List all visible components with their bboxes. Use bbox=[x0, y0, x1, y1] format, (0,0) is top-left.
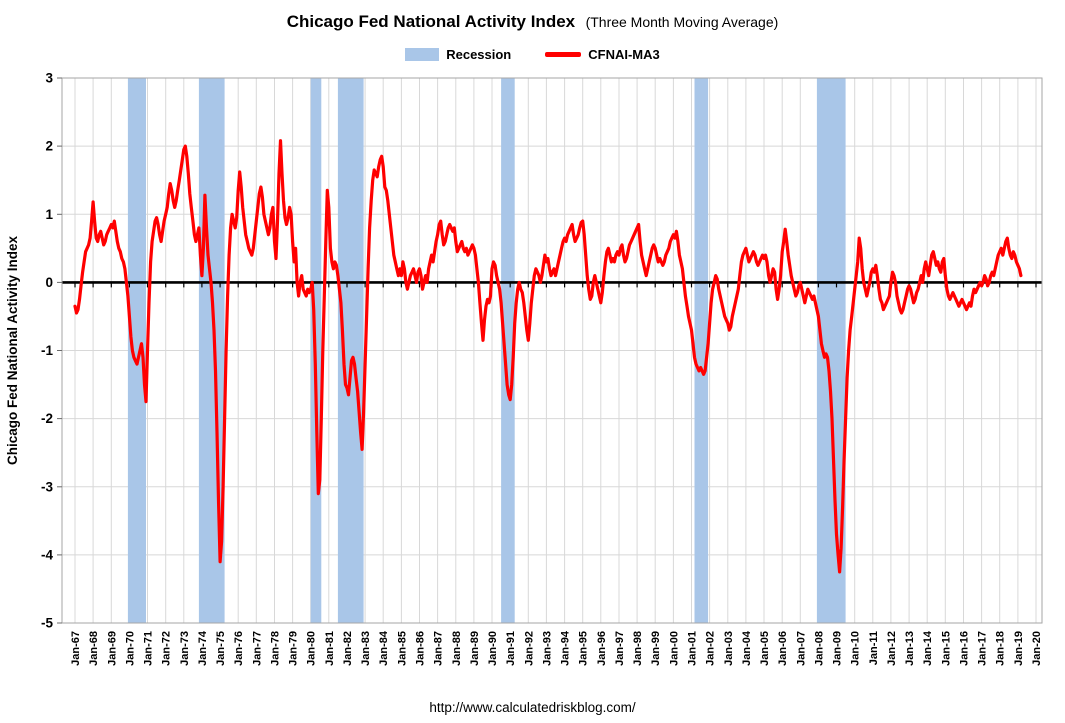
x-tick-label: Jan-92 bbox=[523, 631, 535, 666]
cfnai-ma3-line bbox=[73, 139, 1023, 574]
x-tick-label: Jan-01 bbox=[687, 631, 699, 666]
x-tick-label: Jan-81 bbox=[324, 631, 336, 666]
y-axis-title: Chicago Fed National Activity Index bbox=[5, 235, 20, 465]
x-tick-label: Jan-88 bbox=[451, 631, 463, 666]
y-tick-label: -3 bbox=[41, 479, 53, 494]
x-tick-label: Jan-10 bbox=[850, 631, 862, 666]
legend-item-recession: Recession bbox=[405, 47, 511, 62]
x-tick-label: Jan-79 bbox=[288, 631, 300, 666]
x-tick-label: Jan-84 bbox=[378, 630, 390, 666]
legend-label-recession: Recession bbox=[446, 46, 512, 62]
x-tick-label: Jan-82 bbox=[342, 631, 354, 666]
chart-legend: Recession CFNAI-MA3 bbox=[0, 44, 1065, 64]
x-tick-label: Jan-98 bbox=[632, 631, 644, 666]
x-tick-label: Jan-05 bbox=[759, 631, 771, 666]
x-tick-label: Jan-94 bbox=[560, 630, 572, 666]
x-tick-label: Jan-12 bbox=[886, 631, 898, 666]
x-tick-label: Jan-19 bbox=[1013, 631, 1025, 666]
y-tick-label: 0 bbox=[45, 275, 53, 290]
x-tick-label: Jan-75 bbox=[215, 631, 227, 666]
x-tick-label: Jan-71 bbox=[143, 631, 155, 666]
x-tick-label: Jan-11 bbox=[868, 631, 880, 665]
x-tick-label: Jan-93 bbox=[541, 631, 553, 666]
y-tick-label: -2 bbox=[41, 411, 53, 426]
x-tick-label: Jan-06 bbox=[777, 631, 789, 666]
chart-plot-area: 3 2 1 0 -1 -2 -3 -4 -5 Chicago Fed National Activ… bbox=[0, 66, 1065, 678]
x-tick-label: Jan-78 bbox=[270, 631, 282, 666]
y-tick-label: 2 bbox=[45, 139, 53, 154]
y-tick-label: -4 bbox=[41, 547, 53, 562]
x-tick-label: Jan-04 bbox=[741, 630, 753, 666]
cfnai-line-swatch bbox=[545, 51, 582, 57]
x-tick-label: Jan-86 bbox=[415, 631, 427, 666]
x-tick-label: Jan-16 bbox=[959, 631, 971, 666]
x-tick-label: Jan-87 bbox=[433, 631, 445, 666]
x-tick-label: Jan-80 bbox=[306, 631, 318, 666]
x-tick-label: Jan-77 bbox=[251, 631, 263, 666]
x-tick-label: Jan-72 bbox=[161, 631, 173, 666]
legend-label-cfnai: CFNAI-MA3 bbox=[588, 46, 660, 62]
x-tick-label: Jan-73 bbox=[179, 631, 191, 666]
recession-band bbox=[694, 78, 709, 623]
x-tick-label: Jan-09 bbox=[832, 631, 844, 666]
x-tick-label: Jan-13 bbox=[904, 631, 916, 666]
y-tick-label: 1 bbox=[45, 207, 53, 222]
x-tick-label: Jan-15 bbox=[940, 631, 952, 666]
x-tick-label: Jan-76 bbox=[233, 631, 245, 666]
x-tick-label: Jan-17 bbox=[977, 631, 989, 666]
x-tick-label: Jan-91 bbox=[505, 631, 517, 666]
y-tick-label: -1 bbox=[41, 343, 53, 358]
x-tick-label: Jan-90 bbox=[487, 631, 499, 666]
x-tick-label: Jan-74 bbox=[197, 630, 209, 666]
x-tick-label: Jan-85 bbox=[396, 631, 408, 666]
recession-band bbox=[501, 78, 515, 623]
y-tick-label: 3 bbox=[45, 71, 53, 86]
x-tick-label: Jan-07 bbox=[795, 631, 807, 666]
x-tick-label: Jan-83 bbox=[360, 631, 372, 666]
x-tick-label: Jan-02 bbox=[705, 631, 717, 666]
x-tick-label: Jan-97 bbox=[614, 631, 626, 666]
x-tick-label: Jan-96 bbox=[596, 631, 608, 666]
x-tick-label: Jan-68 bbox=[88, 631, 100, 666]
x-tick-label: Jan-03 bbox=[723, 631, 735, 666]
x-tick-label: Jan-69 bbox=[106, 631, 118, 666]
y-tick-label: -5 bbox=[41, 616, 53, 631]
x-tick-label: Jan-67 bbox=[70, 631, 82, 666]
plot-background bbox=[0, 66, 1065, 678]
x-tick-label: Jan-89 bbox=[469, 631, 481, 666]
chart-title-main: Chicago Fed National Activity Index bbox=[286, 12, 576, 31]
recession-band-swatch bbox=[405, 47, 440, 61]
source-url: http://www.calculatedriskblog.com/ bbox=[429, 700, 636, 715]
chart-title-sub: (Three Month Moving Average) bbox=[585, 14, 779, 30]
recession-band bbox=[127, 78, 146, 623]
x-tick-label: Jan-20 bbox=[1031, 631, 1043, 666]
x-tick-label: Jan-18 bbox=[995, 631, 1007, 666]
legend-item-cfnai: CFNAI-MA3 bbox=[545, 47, 660, 62]
x-tick-label: Jan-14 bbox=[922, 630, 934, 666]
chart-title: Chicago Fed National Activity Index (Thr… bbox=[0, 0, 1065, 35]
recession-band bbox=[337, 78, 364, 623]
x-tick-label: Jan-99 bbox=[650, 631, 662, 666]
x-tick-label: Jan-08 bbox=[813, 631, 825, 666]
x-tick-label: Jan-00 bbox=[668, 631, 680, 666]
x-tick-label: Jan-70 bbox=[124, 631, 136, 666]
x-tick-label: Jan-95 bbox=[578, 631, 590, 666]
